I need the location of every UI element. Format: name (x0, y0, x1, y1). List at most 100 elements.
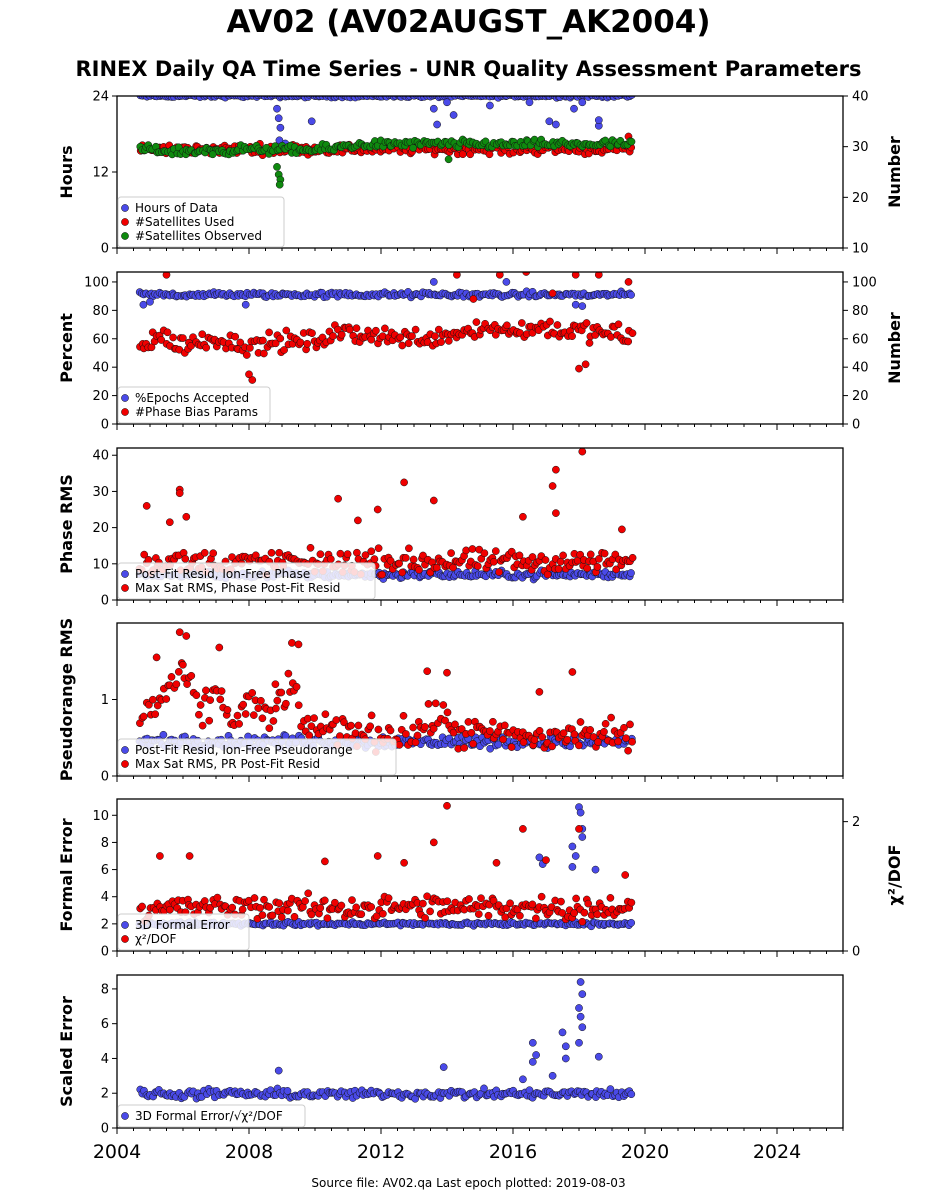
data-point (503, 321, 511, 330)
data-point (138, 902, 146, 911)
legend-marker (121, 921, 129, 929)
y-axis-label: Pseudorange RMS (57, 618, 76, 781)
data-point (357, 910, 366, 919)
data-point (305, 731, 314, 740)
data-point (277, 688, 286, 697)
data-point (332, 716, 341, 724)
outlier-point (528, 1058, 537, 1066)
data-point (351, 729, 360, 738)
data-point (421, 723, 429, 731)
outlier-point (486, 101, 494, 110)
data-point (378, 570, 386, 579)
outlier-point (578, 302, 587, 310)
legend-label: #Phase Bias Params (135, 405, 258, 419)
data-point (576, 718, 585, 726)
outlier-point (575, 825, 583, 833)
legend-label: χ²/DOF (135, 932, 176, 946)
y-right-tick-label: 40 (852, 361, 869, 376)
y-tick-label: 10 (92, 809, 109, 824)
outlier-point (581, 360, 590, 369)
y-right-tick-label: 0 (852, 945, 860, 960)
data-point (548, 742, 556, 751)
data-point (466, 150, 475, 159)
data-point (367, 711, 376, 720)
data-point (606, 1085, 615, 1093)
data-point (469, 739, 477, 748)
y-right-tick-label: 80 (852, 304, 869, 319)
data-point (473, 562, 482, 570)
data-point (506, 899, 514, 908)
data-point (558, 909, 567, 917)
y-axis-label: Formal Error (57, 818, 76, 931)
data-point (159, 730, 168, 739)
outlier-point (578, 98, 587, 107)
data-point (275, 899, 284, 908)
data-point (352, 903, 361, 912)
legend-marker (121, 232, 129, 240)
data-point (480, 549, 489, 558)
data-point (447, 549, 455, 557)
data-point (280, 346, 288, 354)
outlier-point (594, 116, 603, 124)
data-point (439, 701, 448, 709)
data-point (181, 555, 190, 563)
data-point (528, 553, 537, 561)
data-point (381, 324, 389, 333)
outlier-point (429, 496, 438, 505)
data-point (231, 332, 240, 341)
outlier-point (453, 272, 461, 279)
data-point (582, 319, 591, 327)
outlier-point (245, 370, 253, 379)
outlier-point (334, 494, 342, 503)
outlier-point (146, 297, 154, 306)
panel-pseudorange: 0 1 Pseudorange RMS Post-Fit Resid, Ion-Fre… (57, 618, 844, 785)
y-tick-label: 20 (92, 389, 109, 404)
legend-label: Post-Fit Resid, Ion-Free Phase (135, 567, 310, 581)
data-point (296, 338, 305, 347)
outlier-point (528, 1038, 537, 1047)
data-point (256, 904, 264, 912)
legend-marker (121, 570, 129, 578)
data-point (578, 917, 587, 926)
outlier-point (215, 643, 224, 652)
data-point (200, 548, 209, 557)
data-point (472, 318, 481, 326)
data-point (316, 904, 325, 912)
data-point (559, 551, 567, 560)
data-point (557, 897, 565, 906)
data-point (238, 905, 247, 914)
outlier-point (182, 632, 191, 640)
outlier-point (492, 858, 501, 867)
legend-box (117, 386, 271, 424)
data-point (265, 903, 274, 911)
data-point (437, 338, 445, 346)
data-point (541, 556, 550, 564)
data-point (575, 741, 583, 750)
data-point (273, 696, 282, 705)
data-point (260, 895, 268, 904)
data-point (398, 568, 407, 577)
data-point (607, 713, 615, 722)
data-point (494, 740, 503, 749)
outlier-point (429, 104, 438, 113)
outlier-point (522, 272, 531, 276)
legend-marker (121, 1112, 129, 1120)
data-point (331, 898, 339, 907)
outlier-point (552, 509, 560, 517)
page-title: AV02 (AV02AUGST_AK2004) (226, 4, 711, 40)
outlier-point (275, 180, 284, 189)
outlier-point (561, 1042, 570, 1051)
data-point (432, 563, 441, 572)
data-point (162, 695, 171, 703)
data-point (282, 326, 291, 335)
outlier-point (165, 518, 174, 527)
outlier-point (162, 272, 171, 279)
data-point (601, 719, 610, 728)
data-point (347, 721, 355, 730)
y-right-tick-label: 10 (852, 242, 869, 257)
data-point (233, 711, 242, 720)
outlier-point (519, 512, 527, 521)
series-phase-1 (135, 448, 637, 579)
data-point (606, 894, 615, 902)
data-point (457, 725, 466, 733)
